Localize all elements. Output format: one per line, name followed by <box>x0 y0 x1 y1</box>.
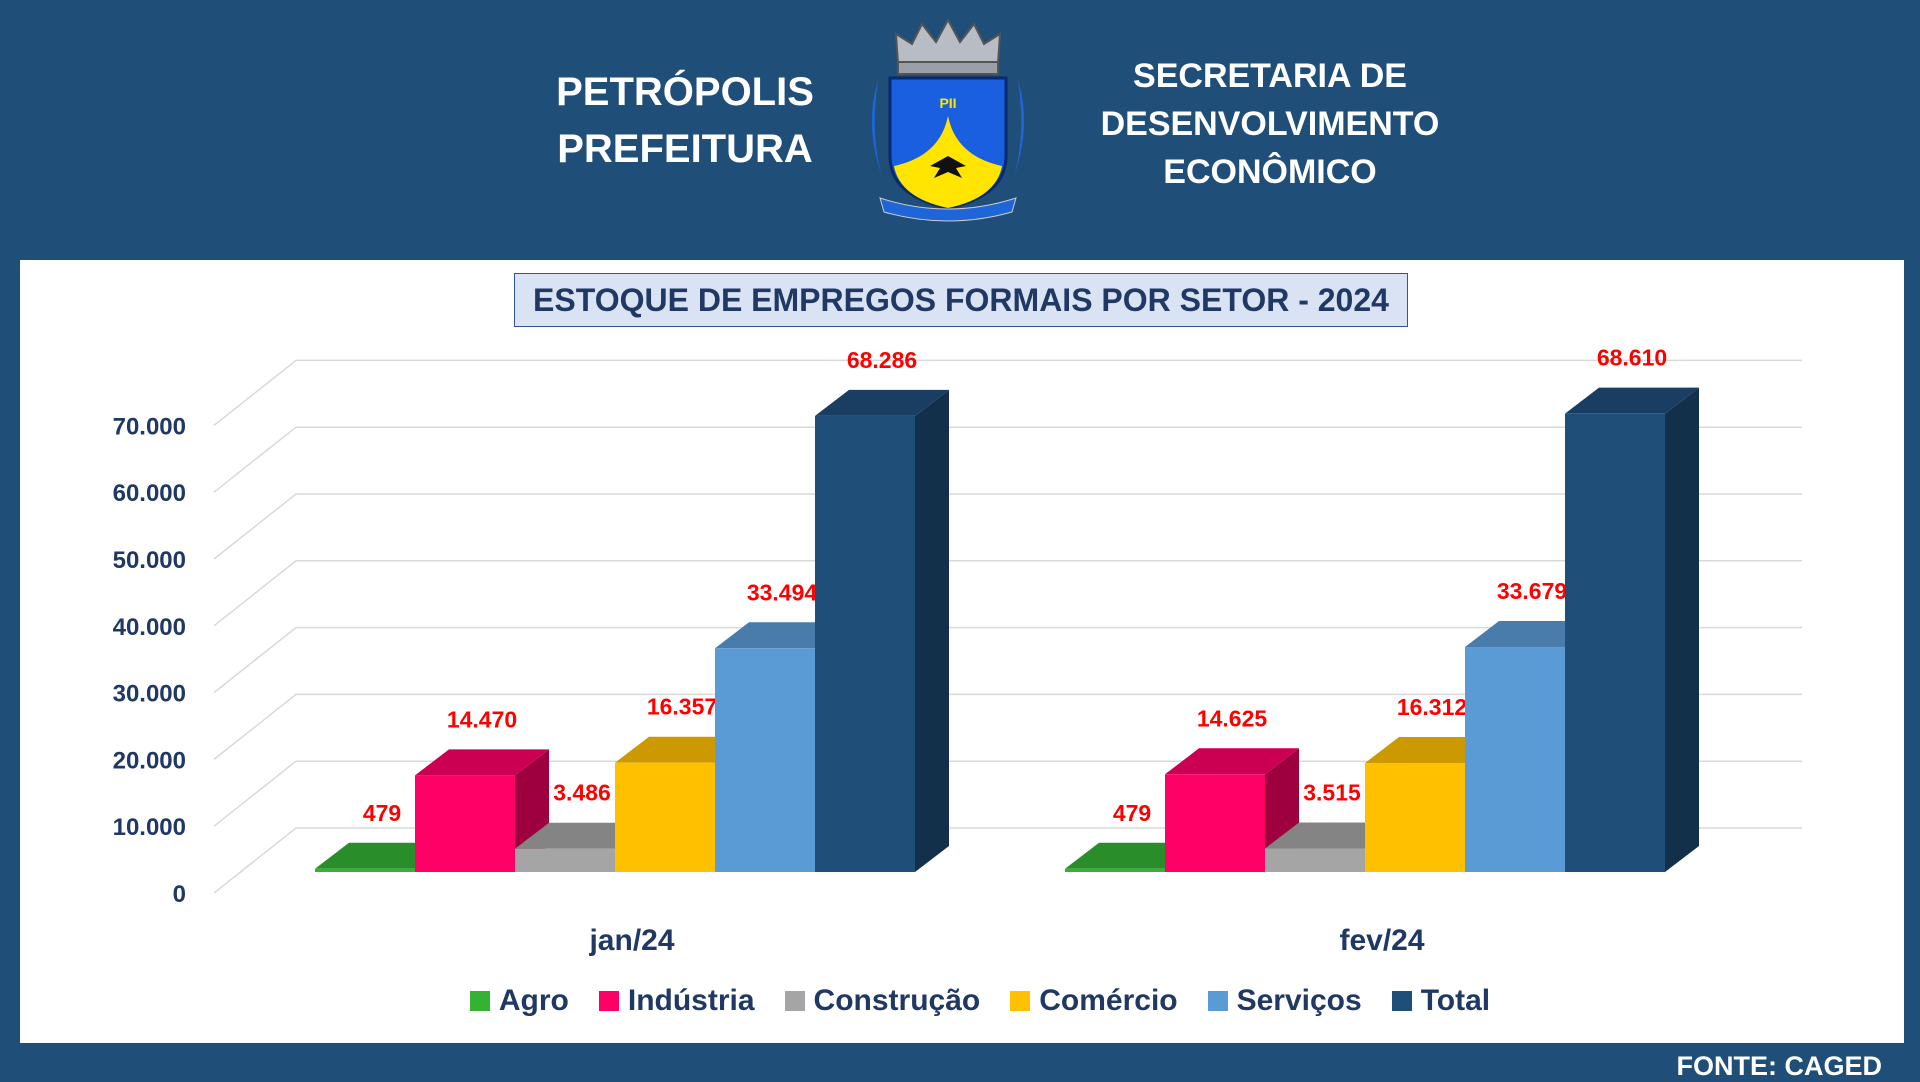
y-tick-label: 20.000 <box>113 747 186 774</box>
gridline <box>213 359 1802 426</box>
y-tick-label: 0 <box>173 881 186 908</box>
legend-label: Total <box>1420 984 1491 1017</box>
data-label: 33.679 <box>1497 578 1567 604</box>
data-label: 68.286 <box>847 347 917 373</box>
gridline <box>213 626 1802 694</box>
prefeitura-label: PREFEITURA <box>557 127 813 171</box>
bar-side <box>915 389 949 872</box>
data-label: 16.312 <box>1397 694 1467 720</box>
data-label: 479 <box>363 800 401 826</box>
gridline <box>213 760 1802 827</box>
crown-icon <box>894 17 1002 75</box>
secretaria-line-2: DESENVOLVIMENTO <box>1100 105 1440 143</box>
bar-side <box>1665 387 1699 872</box>
city-name: PETRÓPOLIS <box>556 70 814 114</box>
y-tick-label: 30.000 <box>113 681 186 708</box>
secretaria-title: SECRETARIA DE DESENVOLVIMENTO ECONÔMICO <box>1070 52 1470 196</box>
legend-swatch <box>469 991 490 1011</box>
bar-construção <box>515 848 615 872</box>
bar-comércio <box>615 762 715 872</box>
legend-swatch <box>784 991 805 1011</box>
legend-label: Comércio <box>1039 984 1178 1017</box>
x-category-label: jan/24 <box>588 924 674 957</box>
legend-item: Comércio <box>1010 984 1178 1018</box>
city-coat-of-arms-logo: PII <box>871 17 1025 222</box>
bar-top <box>1565 387 1699 414</box>
data-label: 16.357 <box>647 694 717 720</box>
chart-legend: Agro Indústria Construção Comércio Serviços T… <box>0 984 1920 1018</box>
y-tick-label: 60.000 <box>113 480 186 507</box>
y-tick-label: 50.000 <box>113 547 186 574</box>
secretaria-line-1: SECRETARIA DE <box>1133 57 1407 95</box>
data-label: 3.486 <box>553 780 611 806</box>
bar-comércio <box>1365 763 1465 872</box>
data-label: 68.610 <box>1597 345 1667 371</box>
legend-label: Construção <box>813 984 981 1017</box>
data-label: 3.515 <box>1303 780 1361 806</box>
bar-construção <box>1265 848 1365 872</box>
legend-item: Total <box>1391 984 1491 1018</box>
bar-indústria <box>415 775 515 872</box>
chart-title: ESTOQUE DE EMPREGOS FORMAIS POR SETOR - … <box>514 273 1408 327</box>
y-tick-label: 40.000 <box>113 614 186 641</box>
bar-top <box>1165 748 1299 775</box>
legend-item: Indústria <box>598 984 755 1018</box>
data-label: 14.470 <box>447 706 517 732</box>
bar-top <box>415 749 549 776</box>
bar-serviços <box>715 648 815 872</box>
y-tick-label: 10.000 <box>113 814 186 841</box>
gridline <box>213 560 1802 627</box>
gridline <box>213 493 1802 560</box>
y-tick-label: 70.000 <box>113 413 186 440</box>
bar-agro <box>315 868 415 872</box>
legend-item: Agro <box>469 984 569 1018</box>
legend-swatch <box>1391 991 1412 1011</box>
x-category-label: fev/24 <box>1339 924 1424 957</box>
data-label: 33.494 <box>747 579 818 605</box>
legend-swatch <box>1010 991 1031 1011</box>
bar-agro <box>1065 868 1165 872</box>
bar-top <box>815 389 949 416</box>
bar-serviços <box>1465 647 1565 872</box>
data-label: 14.625 <box>1197 705 1268 731</box>
source-note: FONTE: CAGED <box>1676 1051 1883 1081</box>
svg-text:PII: PII <box>939 95 956 111</box>
prefeitura-title: PETRÓPOLIS PREFEITURA <box>520 64 850 178</box>
legend-swatch <box>1207 991 1228 1011</box>
gridline <box>213 693 1802 760</box>
bar-total <box>1565 413 1665 872</box>
legend-label: Indústria <box>627 984 755 1017</box>
gridline <box>213 426 1802 493</box>
legend-label: Agro <box>498 984 569 1017</box>
legend-item: Serviços <box>1207 984 1362 1018</box>
secretaria-line-3: ECONÔMICO <box>1163 153 1377 191</box>
legend-swatch <box>598 991 619 1011</box>
legend-item: Construção <box>784 984 981 1018</box>
bar-indústria <box>1165 774 1265 872</box>
data-label: 479 <box>1113 800 1151 826</box>
bar-total <box>815 415 915 872</box>
legend-label: Serviços <box>1236 984 1362 1017</box>
